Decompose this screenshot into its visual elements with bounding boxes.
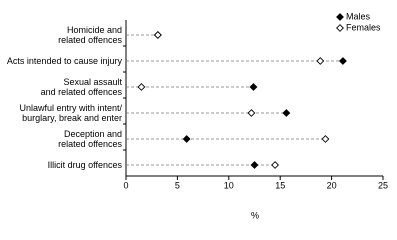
- x-axis-label: %: [251, 210, 259, 220]
- dot: [182, 135, 191, 143]
- legend-marker: [336, 24, 344, 32]
- dot: [282, 109, 291, 117]
- legend-label: Males: [346, 11, 371, 21]
- dot: [137, 83, 146, 91]
- x-tick-label: 20: [327, 180, 337, 190]
- dot: [249, 83, 258, 91]
- x-tick-label: 5: [175, 180, 180, 190]
- category-label: Acts intended to cause injury: [6, 56, 122, 66]
- dot: [316, 57, 325, 65]
- dot: [338, 57, 347, 65]
- x-tick-label: 25: [378, 180, 388, 190]
- category-label: Illicit drug offences: [47, 160, 122, 170]
- x-tick-label: 15: [275, 180, 285, 190]
- dot: [271, 161, 279, 169]
- dot: [247, 109, 256, 117]
- x-tick-label: 0: [123, 180, 128, 190]
- legend-marker: [336, 13, 344, 21]
- dot: [321, 135, 330, 143]
- dot: [250, 161, 259, 169]
- category-label: Homicide and related offences: [58, 25, 122, 45]
- dot: [153, 31, 162, 39]
- category-label: Unlawful entry with intent/ burglary, br…: [19, 103, 122, 123]
- category-label: Sexual assault and related offences: [40, 77, 122, 97]
- category-label: Deception and related offences: [58, 129, 122, 149]
- chart: % 0 5 10 15 20 25 Males Females Homicide and re…: [6, 11, 388, 220]
- x-tick-label: 10: [224, 180, 234, 190]
- legend-label: Females: [346, 22, 381, 32]
